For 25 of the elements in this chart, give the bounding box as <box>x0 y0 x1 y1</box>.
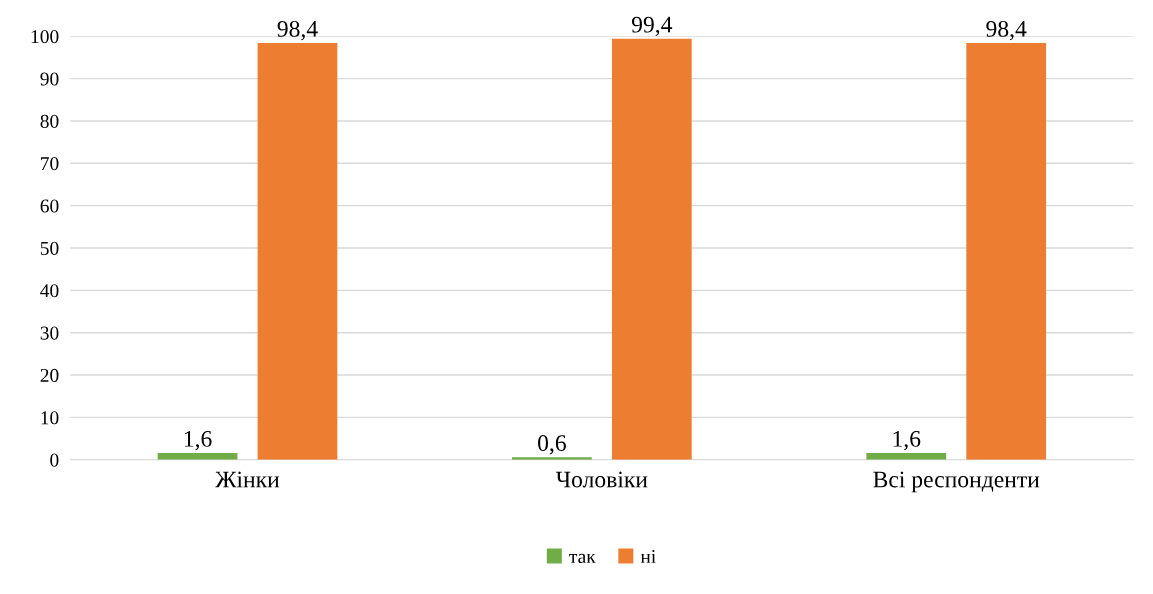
x-tick-label: Всі респонденти <box>873 471 1040 493</box>
x-tick-label: Жінки <box>215 471 280 488</box>
bar <box>257 43 338 460</box>
y-tick-label: 90 <box>40 72 59 86</box>
y-tick-label: 40 <box>40 284 59 298</box>
data-label: 98,4 <box>986 20 1027 41</box>
y-tick-label: 50 <box>40 241 59 255</box>
y-tick-label: 30 <box>40 326 59 340</box>
bar <box>611 38 692 460</box>
data-label: 0,6 <box>538 435 566 455</box>
data-label: 1,6 <box>893 430 921 451</box>
y-tick-label: 20 <box>40 368 59 382</box>
data-label: 98,4 <box>277 20 318 41</box>
bar <box>966 43 1047 460</box>
legend-label: так <box>569 553 596 564</box>
x-tick-label: Чоловіки <box>556 471 648 488</box>
y-tick-label: 70 <box>41 157 59 171</box>
legend-label: ні <box>640 549 656 563</box>
data-label: 99,4 <box>631 16 673 36</box>
y-tick-label: 60 <box>40 199 59 213</box>
y-tick-label: 10 <box>41 411 59 425</box>
data-label: 1,6 <box>184 430 212 451</box>
y-tick-label: 0 <box>50 453 59 467</box>
y-tick-label: 100 <box>31 30 59 44</box>
y-tick-label: 80 <box>40 114 59 128</box>
